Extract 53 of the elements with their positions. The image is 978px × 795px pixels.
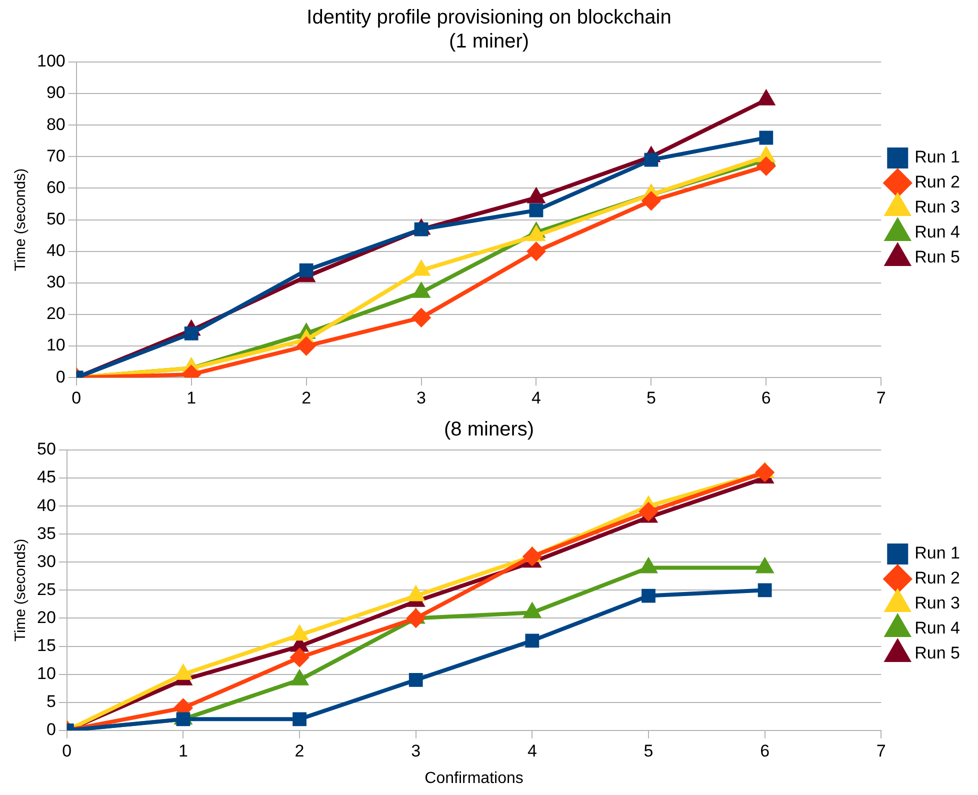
y-tick-label: 50 bbox=[46, 209, 66, 228]
y-tick-label: 30 bbox=[36, 552, 56, 571]
y-tick-label: 45 bbox=[36, 468, 56, 487]
y-tick-label: 80 bbox=[46, 114, 66, 134]
legend-label: Run 5 bbox=[914, 644, 960, 663]
y-tick-label: 40 bbox=[46, 241, 66, 260]
x-tick-label: 7 bbox=[876, 741, 886, 760]
x-tick-label: 3 bbox=[416, 388, 426, 408]
x-tick-label: 2 bbox=[302, 388, 312, 408]
legend-label: Run 1 bbox=[914, 544, 960, 563]
y-tick-label: 30 bbox=[46, 272, 66, 292]
y-tick-label: 20 bbox=[46, 304, 66, 324]
y-tick-label: 15 bbox=[36, 636, 56, 655]
legend-label: Run 1 bbox=[914, 148, 960, 167]
y-tick-label: 20 bbox=[36, 608, 56, 627]
x-tick-label: 5 bbox=[646, 388, 656, 408]
x-tick-label: 4 bbox=[527, 741, 537, 760]
chart-title: (8 miners) bbox=[444, 418, 534, 441]
x-tick-label: 6 bbox=[760, 741, 770, 760]
y-axis-title: Time (seconds) bbox=[12, 538, 30, 642]
x-tick-label: 7 bbox=[876, 388, 886, 408]
y-tick-label: 35 bbox=[36, 524, 56, 543]
x-axis-title: Confirmations bbox=[424, 770, 524, 787]
y-tick-label: 40 bbox=[36, 496, 56, 515]
y-tick-label: 25 bbox=[36, 580, 56, 599]
x-tick-label: 2 bbox=[294, 741, 304, 760]
x-tick-label: 6 bbox=[761, 388, 771, 408]
legend-label: Run 2 bbox=[914, 568, 960, 588]
y-tick-label: 100 bbox=[36, 52, 66, 71]
legend-label: Run 5 bbox=[914, 248, 960, 267]
x-tick-label: 1 bbox=[186, 388, 196, 408]
legend-label: Run 4 bbox=[914, 222, 960, 242]
y-axis-title: Time (seconds) bbox=[12, 168, 30, 272]
chart-subtitle: (1 miner) bbox=[448, 30, 530, 53]
x-tick-label: 5 bbox=[644, 741, 654, 760]
y-tick-label: 0 bbox=[56, 367, 66, 386]
x-tick-label: 1 bbox=[178, 741, 188, 760]
y-tick-label: 10 bbox=[46, 336, 66, 355]
y-tick-label: 70 bbox=[46, 146, 66, 166]
y-tick-label: 0 bbox=[46, 720, 56, 740]
y-tick-label: 5 bbox=[46, 692, 56, 712]
legend-label: Run 2 bbox=[914, 172, 960, 192]
x-tick-label: 0 bbox=[72, 388, 82, 408]
chart-title: Identity profile provisioning on blockchain bbox=[306, 6, 672, 29]
x-tick-label: 4 bbox=[532, 388, 541, 408]
y-tick-label: 60 bbox=[46, 178, 66, 197]
x-tick-label: 3 bbox=[411, 741, 421, 760]
y-tick-label: 50 bbox=[36, 440, 56, 459]
y-tick-label: 10 bbox=[36, 664, 56, 684]
legend-label: Run 4 bbox=[914, 618, 960, 638]
legend-label: Run 3 bbox=[914, 594, 960, 613]
y-tick-label: 90 bbox=[46, 83, 66, 102]
legend-label: Run 3 bbox=[914, 198, 960, 217]
